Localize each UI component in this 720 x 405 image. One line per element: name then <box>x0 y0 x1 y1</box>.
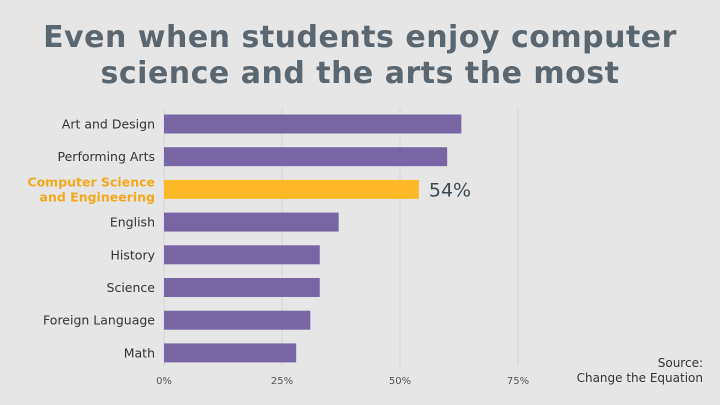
bar-7 <box>164 343 297 363</box>
source-name: Change the Equation <box>576 371 703 385</box>
x-tick-label-2: 50% <box>389 376 411 387</box>
source-note: Source: Change the Equation <box>577 356 703 386</box>
bar-0 <box>164 114 462 134</box>
bar-6 <box>164 310 311 330</box>
bar-5 <box>164 278 320 297</box>
source-label: Source: <box>657 356 703 370</box>
bar-3 <box>164 212 339 232</box>
category-label-4: History <box>111 247 156 262</box>
category-label-1: Performing Arts <box>58 149 155 164</box>
category-label-2-line-0: Computer Science <box>27 174 155 189</box>
category-label-0: Art and Design <box>62 117 155 132</box>
bar-2 <box>164 179 419 199</box>
bar-4 <box>164 245 320 265</box>
x-tick-label-3: 75% <box>507 376 529 387</box>
bar-1 <box>164 147 448 167</box>
bar-value-label-2: 54% <box>429 179 471 201</box>
chart-title-line-2: science and the arts the most <box>100 56 620 91</box>
category-label-3: English <box>110 215 155 230</box>
category-label-7: Math <box>124 345 155 360</box>
category-label-2-line-1: and Engineering <box>40 189 155 204</box>
category-label-5: Science <box>107 280 156 295</box>
chart-title-line-1: Even when students enjoy computer <box>43 20 677 55</box>
x-tick-label-1: 25% <box>271 376 293 387</box>
category-label-6: Foreign Language <box>43 313 155 328</box>
chart-title: Even when students enjoy computer scienc… <box>0 20 720 92</box>
x-tick-label-0: 0% <box>156 376 172 387</box>
